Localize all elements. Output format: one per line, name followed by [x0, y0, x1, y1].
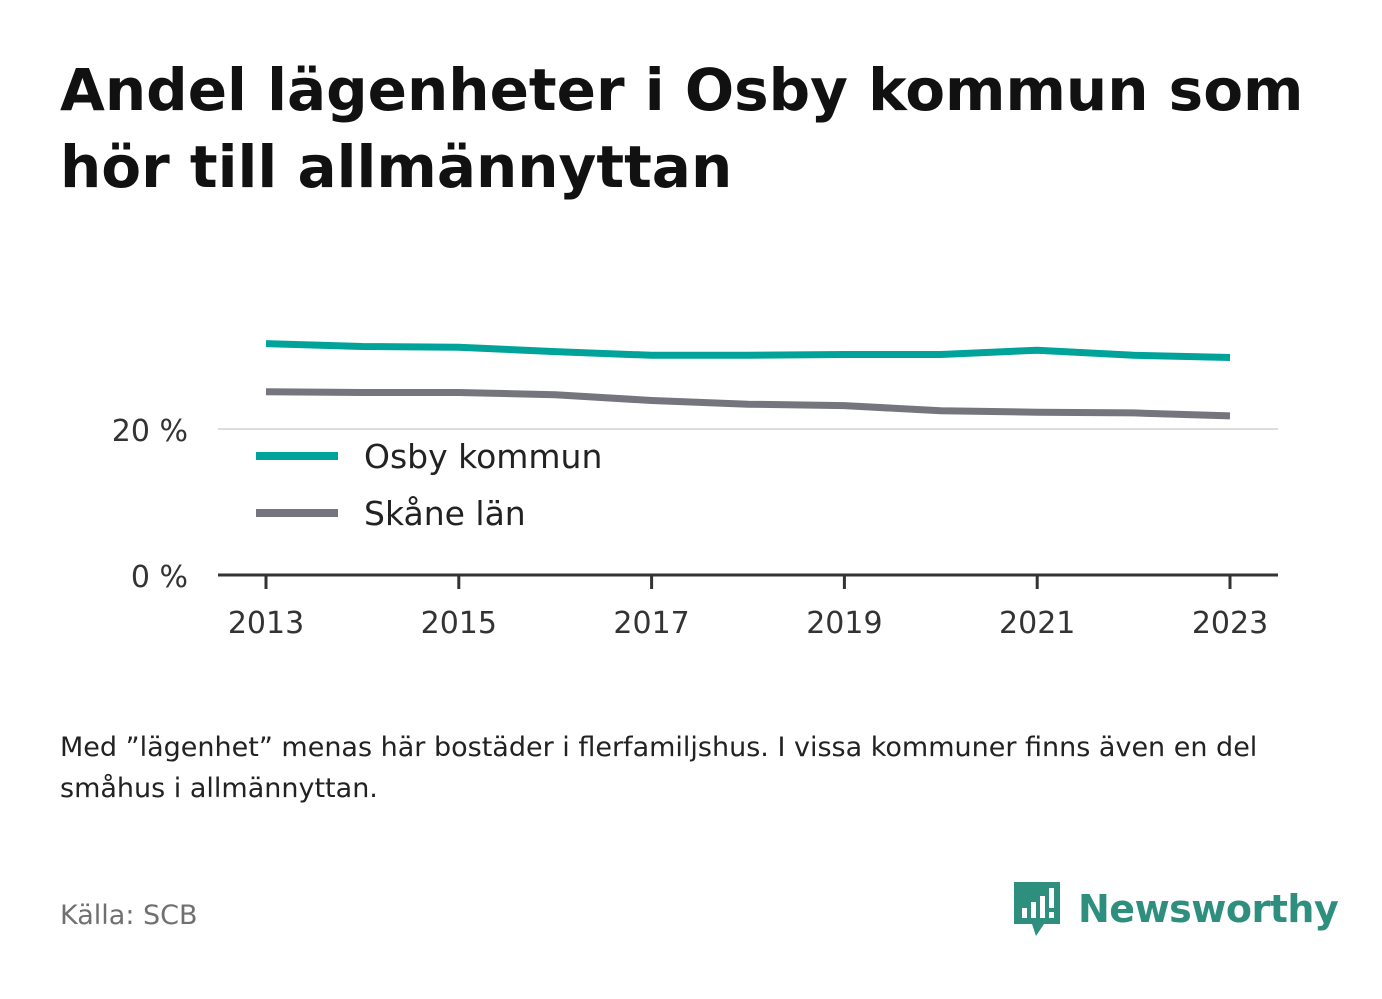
brand-name: Newsworthy [1078, 887, 1339, 931]
legend-label-sk-ne-l-n: Skåne län [364, 494, 526, 533]
legend-label-osby-kommun: Osby kommun [364, 437, 602, 476]
x-tick-label: 2019 [806, 606, 882, 641]
x-axis: 2013 2015 2017 2019 2021 2023 [218, 573, 1278, 641]
footnote: Med ”lägenhet” menas här bostäder i fler… [60, 732, 1258, 804]
y-axis-ticks: 0 % 20 % [112, 414, 188, 595]
newsworthy-logo-icon [1014, 882, 1060, 936]
series-line-osby-kommun [265, 340, 1231, 361]
x-tick-label: 2017 [613, 606, 689, 641]
x-tick-label: 2015 [421, 606, 497, 641]
x-tick-label: 2023 [1192, 606, 1268, 641]
series-line-sk-ne-l-n [265, 388, 1231, 420]
x-tick-label: 2013 [228, 606, 304, 641]
source-label: Källa: SCB [60, 900, 198, 931]
chart-title: Andel lägenheter i Osby kommun som hör t… [60, 56, 1304, 201]
y-tick-label: 0 % [131, 560, 188, 595]
series-layer [265, 340, 1231, 420]
legend: Osby kommun Skåne län [242, 432, 638, 548]
legend-background [242, 432, 638, 548]
y-tick-label: 20 % [112, 414, 188, 449]
newsworthy-logo: Newsworthy [1010, 878, 1339, 940]
x-tick-label: 2021 [999, 606, 1075, 641]
line-chart: 0 % 20 % 2013 2015 2017 2019 2021 2023 Osby ko… [112, 340, 1278, 641]
